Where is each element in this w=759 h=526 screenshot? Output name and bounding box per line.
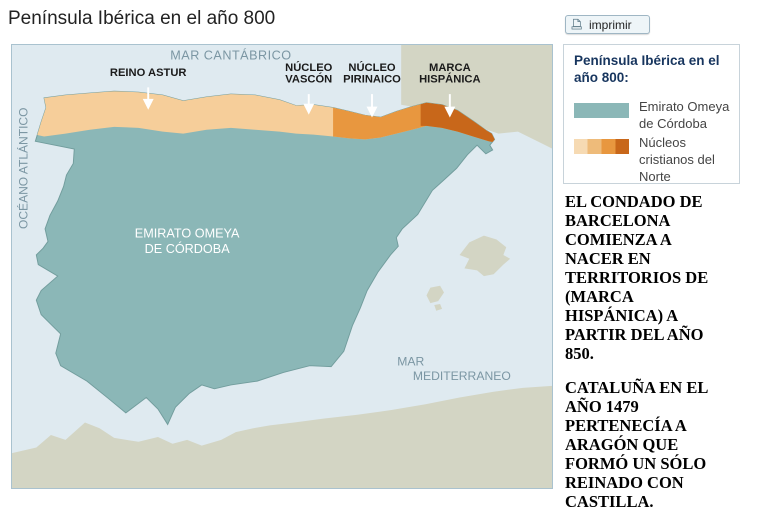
svg-text:PIRINAICO: PIRINAICO bbox=[343, 74, 401, 86]
svg-text:NÚCLEO: NÚCLEO bbox=[285, 61, 333, 74]
svg-text:VASCÓN: VASCÓN bbox=[285, 73, 332, 86]
svg-text:NÚCLEO: NÚCLEO bbox=[348, 61, 396, 74]
svg-text:MAR CANTÁBRICO: MAR CANTÁBRICO bbox=[170, 48, 291, 63]
svg-text:MARCA: MARCA bbox=[429, 62, 471, 74]
svg-text:EMIRATO OMEYA: EMIRATO OMEYA bbox=[135, 227, 240, 241]
svg-text:DE CÓRDOBA: DE CÓRDOBA bbox=[145, 241, 231, 256]
svg-text:HISPÁNICA: HISPÁNICA bbox=[419, 73, 481, 86]
svg-text:REINO ASTUR: REINO ASTUR bbox=[110, 67, 187, 79]
svg-text:MAR: MAR bbox=[397, 355, 424, 369]
svg-text:OCÉANO ATLÁNTICO: OCÉANO ATLÁNTICO bbox=[16, 108, 31, 229]
svg-text:MEDITERRANEO: MEDITERRANEO bbox=[413, 369, 511, 383]
